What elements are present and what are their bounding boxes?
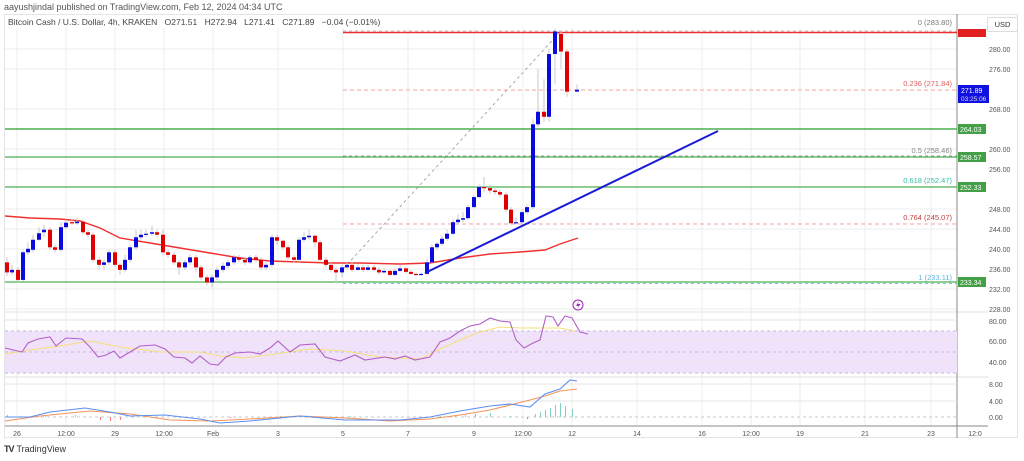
svg-text:23: 23 xyxy=(927,431,935,438)
trendline[interactable] xyxy=(424,130,719,274)
svg-text:40.00: 40.00 xyxy=(989,360,1007,367)
svg-text:264.03: 264.03 xyxy=(960,127,982,134)
svg-text:12:00: 12:00 xyxy=(514,431,532,438)
svg-text:8.00: 8.00 xyxy=(989,382,1003,389)
svg-text:268.00: 268.00 xyxy=(989,107,1011,114)
svg-text:12:00: 12:00 xyxy=(742,431,760,438)
svg-text:9: 9 xyxy=(472,431,476,438)
svg-text:Feb: Feb xyxy=(207,431,219,438)
svg-text:260.00: 260.00 xyxy=(989,147,1011,154)
svg-text:16: 16 xyxy=(698,431,706,438)
svg-text:248.00: 248.00 xyxy=(989,207,1011,214)
svg-text:60.00: 60.00 xyxy=(989,339,1007,346)
signal-line xyxy=(4,388,578,422)
price-change: −0.04 (−0.01%) xyxy=(321,17,381,27)
svg-text:233.34: 233.34 xyxy=(960,280,982,287)
svg-text:12:0: 12:0 xyxy=(968,431,982,438)
svg-text:0.618 (252.47): 0.618 (252.47) xyxy=(903,176,952,185)
ohlc-close: C271.89 xyxy=(282,17,315,27)
svg-text:12:00: 12:00 xyxy=(155,431,173,438)
event-lightning-icon[interactable] xyxy=(572,299,584,311)
ohlc-open: O271.51 xyxy=(164,17,198,27)
svg-text:19: 19 xyxy=(796,431,804,438)
price-axis[interactable]: 280.00 276.00 268.00 260.00 256.00 248.0… xyxy=(989,47,1011,422)
svg-text:12: 12 xyxy=(568,431,576,438)
candlesticks xyxy=(5,28,579,288)
svg-text:26: 26 xyxy=(13,431,21,438)
svg-text:0.00: 0.00 xyxy=(989,415,1003,422)
macd-histogram xyxy=(7,403,573,421)
svg-text:0.5 (258.46): 0.5 (258.46) xyxy=(912,146,953,155)
rsi-line xyxy=(4,315,589,366)
current-price-tag: 271.89 03:25:06 xyxy=(958,85,989,103)
brand-name: TradingView xyxy=(16,444,67,454)
ohlc-low: L271.41 xyxy=(244,17,275,27)
svg-text:236.00: 236.00 xyxy=(989,267,1011,274)
tradingview-footer[interactable]: TV TradingView xyxy=(4,444,66,454)
svg-text:280.00: 280.00 xyxy=(989,47,1011,54)
svg-text:3: 3 xyxy=(276,431,280,438)
published-info: aayushjindal published on TradingView.co… xyxy=(4,2,283,12)
svg-text:7: 7 xyxy=(406,431,410,438)
svg-text:1 (233.11): 1 (233.11) xyxy=(918,273,952,282)
svg-text:21: 21 xyxy=(861,431,869,438)
fib-labels: 0 (283.80) 0.236 (271.84) 0.5 (258.46) 0… xyxy=(903,18,952,282)
svg-text:232.00: 232.00 xyxy=(989,287,1011,294)
svg-text:5: 5 xyxy=(341,431,345,438)
moving-average-line xyxy=(4,215,579,265)
ohlc-high: H272.94 xyxy=(204,17,237,27)
macd-line xyxy=(5,379,578,424)
svg-text:12:00: 12:00 xyxy=(57,431,75,438)
currency-button[interactable]: USD xyxy=(987,17,1018,32)
svg-text:0.236 (271.84): 0.236 (271.84) xyxy=(903,79,952,88)
svg-text:0 (283.80): 0 (283.80) xyxy=(918,18,953,27)
svg-text:03:25:06: 03:25:06 xyxy=(961,96,987,103)
symbol-legend[interactable]: Bitcoin Cash / U.S. Dollar, 4h, KRAKEN O… xyxy=(8,17,385,27)
svg-text:252.33: 252.33 xyxy=(960,185,982,192)
chart-frame xyxy=(4,14,1018,438)
svg-text:14: 14 xyxy=(633,431,641,438)
rsi-ma-line xyxy=(4,326,576,360)
svg-text:0.764 (245.07): 0.764 (245.07) xyxy=(903,213,952,222)
svg-text:244.00: 244.00 xyxy=(989,227,1011,234)
time-axis[interactable]: 26 12:00 29 12:00 Feb 3 5 7 9 12:00 12 1… xyxy=(13,431,982,438)
svg-text:228.00: 228.00 xyxy=(989,307,1011,314)
svg-text:271.89: 271.89 xyxy=(961,88,983,95)
svg-text:29: 29 xyxy=(111,431,119,438)
svg-text:256.00: 256.00 xyxy=(989,167,1011,174)
svg-text:80.00: 80.00 xyxy=(989,319,1007,326)
svg-text:258.57: 258.57 xyxy=(960,155,982,162)
svg-text:240.00: 240.00 xyxy=(989,247,1011,254)
svg-text:276.00: 276.00 xyxy=(989,67,1011,74)
svg-text:4.00: 4.00 xyxy=(989,399,1003,406)
symbol-name: Bitcoin Cash / U.S. Dollar, 4h, KRAKEN xyxy=(8,17,158,27)
level-price-tags: 264.03 258.57 252.33 233.34 xyxy=(958,124,986,287)
tradingview-logo-icon: TV xyxy=(4,444,14,454)
